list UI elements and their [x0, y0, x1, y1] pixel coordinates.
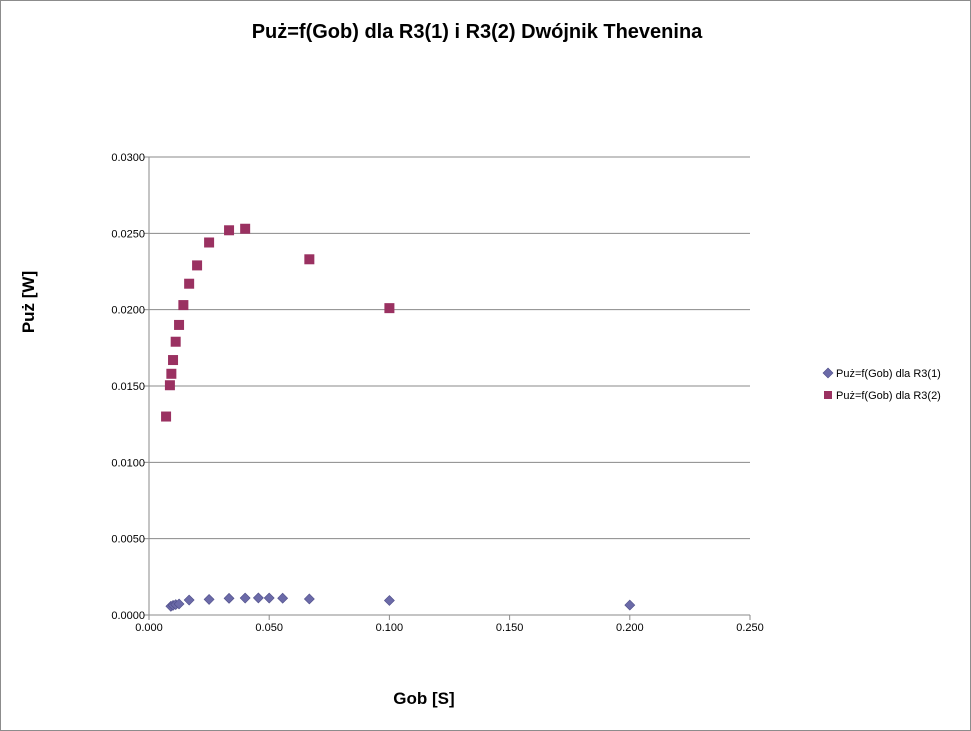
y-axis-title: Puż [W] [19, 271, 38, 333]
r3-2-point [170, 336, 181, 347]
data-points [161, 223, 636, 612]
legend-marker-r3-2 [824, 391, 832, 399]
r3-2-point [174, 319, 185, 330]
x-tick-label: 0.200 [616, 622, 644, 634]
legend-marker-r3-1 [822, 367, 834, 379]
r3-1-point [173, 598, 185, 610]
x-tick-label: 0.000 [135, 622, 163, 634]
r3-2-point [178, 300, 189, 311]
r3-2-point [204, 237, 215, 248]
legend-label: Puż=f(Gob) dla R3(2) [836, 390, 941, 402]
r3-1-point [277, 592, 289, 604]
r3-1-point [303, 593, 315, 605]
r3-2-point [240, 223, 251, 234]
r3-1-point [239, 592, 251, 604]
r3-1-point [383, 595, 395, 606]
r3-2-point [224, 225, 235, 236]
r3-2-point [161, 411, 172, 422]
x-axis-title: Gob [S] [393, 689, 454, 708]
y-tick-label: 0.0300 [111, 152, 145, 164]
x-tick-label: 0.050 [255, 622, 283, 634]
r3-2-point [166, 368, 177, 379]
legend: Puż=f(Gob) dla R3(1) Puż=f(Gob) dla R3(2) [822, 367, 941, 402]
x-tick-label: 0.100 [376, 622, 404, 634]
r3-1-point [183, 594, 195, 606]
r3-1-point [263, 592, 275, 604]
r3-1-point [203, 594, 215, 605]
y-tick-label: 0.0200 [111, 305, 145, 317]
r3-2-point [384, 303, 395, 314]
r3-2-point [164, 380, 175, 391]
y-tick-label: 0.0000 [111, 610, 145, 622]
y-tick-label: 0.0150 [111, 381, 145, 393]
r3-2-point [184, 278, 195, 289]
y-tick-label: 0.0250 [111, 228, 145, 240]
y-tick-label: 0.0050 [111, 534, 145, 546]
gridlines [149, 156, 750, 540]
chart-title: Puż=f(Gob) dla R3(1) i R3(2) Dwójnik The… [252, 21, 703, 43]
x-tick-label: 0.250 [736, 622, 764, 634]
x-axis-ticks: 0.000 0.050 0.100 0.150 0.200 0.250 [135, 615, 764, 634]
r3-1-point [252, 592, 264, 604]
y-axis-ticks: 0.0000 0.0050 0.0100 0.0150 0.0200 0.0250 0.03… [111, 152, 149, 622]
r3-2-point [304, 254, 315, 265]
y-tick-label: 0.0100 [111, 457, 145, 469]
r3-1-point [223, 592, 235, 604]
legend-label: Puż=f(Gob) dla R3(1) [836, 368, 941, 380]
r3-1-point [624, 599, 636, 611]
x-tick-label: 0.150 [496, 622, 524, 634]
r3-2-point [168, 355, 179, 366]
r3-2-point [192, 260, 203, 271]
